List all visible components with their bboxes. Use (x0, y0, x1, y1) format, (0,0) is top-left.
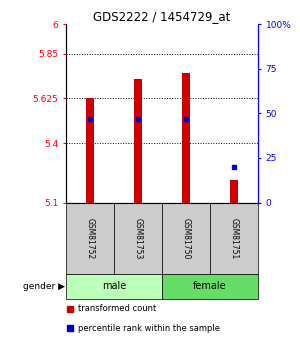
Text: GSM81750: GSM81750 (182, 217, 190, 259)
Text: gender ▶: gender ▶ (23, 282, 65, 291)
Text: percentile rank within the sample: percentile rank within the sample (77, 324, 220, 333)
Bar (66, 274, 162, 299)
Bar (210, 203, 258, 274)
Text: GSM81751: GSM81751 (230, 218, 238, 259)
Bar (162, 274, 258, 299)
Bar (134, 79, 142, 203)
Text: transformed count: transformed count (77, 304, 156, 313)
Text: female: female (193, 282, 227, 292)
Bar (182, 73, 190, 203)
Bar (114, 203, 162, 274)
Bar (162, 203, 210, 274)
Text: GSM81753: GSM81753 (134, 217, 142, 259)
Bar (230, 180, 238, 203)
Text: GSM81752: GSM81752 (85, 218, 94, 259)
Bar (86, 98, 94, 203)
Text: male: male (102, 282, 126, 292)
Bar (66, 203, 114, 274)
Title: GDS2222 / 1454729_at: GDS2222 / 1454729_at (93, 10, 231, 23)
